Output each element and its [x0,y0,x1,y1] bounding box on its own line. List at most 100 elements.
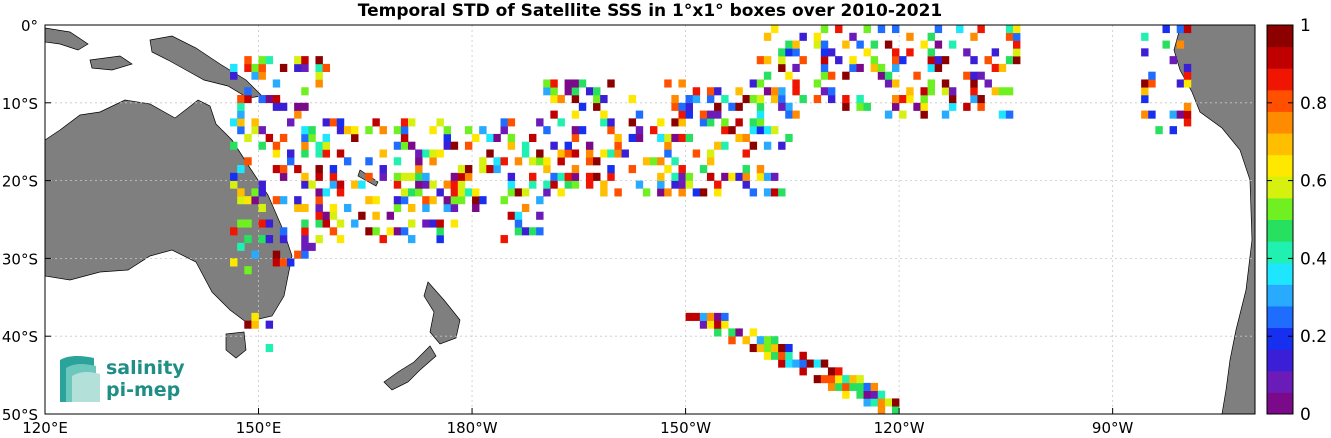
sss-cell [799,359,807,368]
sss-cell [1176,40,1185,49]
sss-cell [678,180,686,189]
sss-cell [336,235,345,244]
sss-cell [415,172,423,181]
sss-cell [1013,25,1021,34]
sss-cell [301,141,309,150]
sss-cell [1148,71,1156,80]
sss-cell [329,227,338,236]
sss-cell [863,398,871,407]
colorbar-swatch [1267,176,1293,199]
sss-cell [892,63,900,72]
sss-cell [714,180,722,189]
sss-cell [827,382,836,391]
sss-cell [756,165,765,174]
sss-cell [1183,118,1192,127]
sss-cell [963,48,971,57]
sss-cell [699,312,708,321]
sss-cell [571,133,580,142]
sss-cell [450,180,459,189]
sss-cell [279,258,288,267]
sss-cell [593,157,601,166]
sss-cell [728,172,736,181]
sss-cell [1141,32,1149,41]
sss-cell [756,95,765,104]
sss-cell [963,102,971,111]
x-tick-label: 120°W [874,419,925,437]
sss-cell [322,219,331,228]
sss-cell [450,188,459,197]
sss-cell [336,126,345,135]
sss-cell [792,48,800,57]
sss-cell [756,336,765,345]
sss-cell [1162,40,1170,49]
sss-cell [920,40,928,49]
x-tick-label: 120°E [22,419,68,437]
sss-cell [714,110,722,119]
sss-cell [244,95,252,104]
sss-cell [365,172,373,181]
sss-cell [315,56,323,65]
sss-cell [778,141,786,150]
sss-cell [671,157,679,166]
sss-cell [258,180,266,189]
sss-cell [842,375,850,384]
sss-cell [692,149,701,158]
sss-cell [400,141,409,150]
sss-cell [785,48,793,57]
sss-cell [237,118,245,127]
sss-cell [336,188,345,197]
sss-cell [336,149,345,158]
sss-cell [329,118,338,127]
sss-cell [436,219,444,228]
sss-cell [521,149,530,158]
sss-cell [571,165,580,174]
sss-cell [998,87,1007,96]
sss-cell [429,157,437,166]
sss-cell [614,188,622,197]
sss-cell [372,227,380,236]
sss-cell [600,95,608,104]
sss-cell [742,165,750,174]
sss-cell [244,266,252,275]
sss-cell [521,141,530,150]
sss-cell [301,56,309,65]
sss-cell [450,219,459,228]
sss-cell [294,102,302,111]
sss-cell [1162,25,1170,34]
sss-cell [678,79,686,88]
sss-cell [856,95,864,104]
sss-cell [870,398,879,407]
sss-cell [450,196,459,205]
sss-cell [322,188,331,197]
sss-cell [906,95,914,104]
sss-cell [507,172,516,181]
sss-cell [678,188,686,197]
sss-cell [991,48,1000,57]
sss-cell [863,25,871,34]
colorbar-tick-label: 0.6 [1300,172,1327,192]
sss-cell [585,180,594,189]
sss-cell [1176,25,1185,34]
sss-cell [842,382,850,391]
sss-cell [1141,48,1149,57]
colorbar-ticks: 0 0.2 0.4 0.6 0.8 1 [1267,16,1327,425]
sss-cell [763,351,772,360]
sss-cell [244,63,252,72]
sss-cell [963,71,971,80]
sss-cell [778,351,786,360]
sss-cell [642,157,651,166]
colorbar-swatch [1267,89,1293,112]
sss-cell [813,32,822,41]
sss-cell [863,382,871,391]
colorbar-frame [1266,24,1294,415]
colorbar-swatch [1267,392,1293,415]
sss-cell [457,172,466,181]
sss-cell [763,141,772,150]
sss-cell [664,149,672,158]
sss-cell [941,87,950,96]
sss-cell [842,95,850,104]
sss-cell [322,149,331,158]
colorbar: 0 0.2 0.4 0.6 0.8 1 [1266,16,1327,425]
sss-cell [785,102,793,111]
sss-cell [778,359,786,368]
